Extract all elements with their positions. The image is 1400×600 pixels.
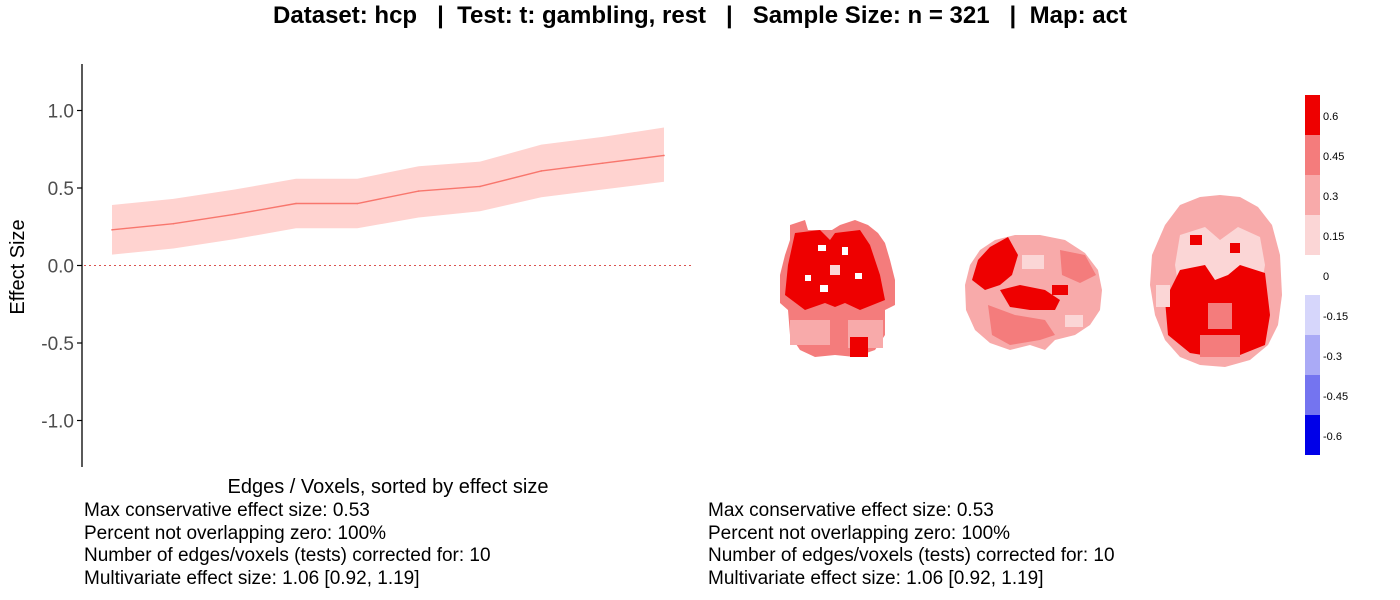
stats-left-multivariate: Multivariate effect size: 1.06 [0.92, 1.… (84, 567, 420, 589)
y-tick-label: 0.0 (48, 257, 74, 278)
stats-right-max-effect: Max conservative effect size: 0.53 (708, 500, 994, 521)
colorbar-cell (1305, 295, 1320, 335)
colorbar-tick-label: -0.45 (1323, 391, 1348, 403)
y-tick-label: 1.0 (48, 102, 74, 123)
brain-sagittal-view (965, 235, 1102, 350)
colorbar-tick-label: -0.15 (1323, 311, 1348, 323)
data-point (295, 202, 297, 205)
colorbar-tick-label: 0 (1323, 271, 1329, 283)
colorbar-cell (1305, 215, 1320, 255)
colorbar-cell (1305, 175, 1320, 215)
stats-left-tests-corrected: Number of edges/voxels (tests) corrected… (84, 545, 491, 566)
brain-coronal-view (780, 220, 895, 357)
data-point (663, 154, 665, 157)
data-point (356, 202, 359, 205)
y-axis-label: Effect Size (7, 219, 29, 314)
colorbar-tick-label: 0.15 (1323, 231, 1344, 243)
colorbar-tick-label: -0.6 (1323, 431, 1342, 443)
colorbar-tick-label: -0.3 (1323, 351, 1342, 363)
colorbar-tick-label: 0.6 (1323, 111, 1338, 123)
colorbar-cell (1305, 95, 1320, 135)
data-point (601, 162, 604, 164)
colorbar-cell (1305, 415, 1320, 455)
stats-right-multivariate: Multivariate effect size: 1.06 [0.92, 1.… (708, 567, 1044, 589)
y-tick-label: 0.5 (48, 179, 74, 200)
colorbar-tick-label: 0.45 (1323, 151, 1344, 163)
stats-right-tests-corrected: Number of edges/voxels (tests) corrected… (708, 545, 1115, 566)
stats-left-max-effect: Max conservative effect size: 0.53 (84, 500, 370, 521)
data-point (172, 222, 175, 225)
colorbar-cell (1305, 255, 1320, 295)
colorbar-tick-label: 0.3 (1323, 191, 1338, 203)
data-point (540, 170, 543, 172)
y-tick-label: -1.0 (41, 412, 74, 433)
brain-axial-view (1150, 195, 1282, 367)
colorbar-cell (1305, 135, 1320, 175)
colorbar: 0.6 0.45 0.3 0.15 0 -0.15 -0.3 -0.45 -0.6 (1305, 95, 1348, 455)
effect-size-plot: -1.0 -0.5 0.0 0.5 1.0 Effect Size Edges / Vo… (7, 64, 692, 498)
data-point (111, 229, 113, 231)
data-point (417, 190, 420, 192)
brain-views (780, 195, 1282, 367)
x-axis-label: Edges / Voxels, sorted by effect size (228, 476, 549, 498)
y-tick-label: -0.5 (41, 334, 74, 355)
stats-left: Max conservative effect size: 0.53 Perce… (84, 500, 491, 590)
chart-title: Dataset: hcp | Test: t: gambling, rest |… (273, 2, 1127, 29)
data-point (233, 213, 236, 216)
colorbar-cell (1305, 335, 1320, 375)
colorbar-cell (1305, 375, 1320, 415)
data-point (479, 185, 481, 188)
stats-right-percent-nonzero: Percent not overlapping zero: 100% (708, 522, 1011, 544)
stats-left-percent-nonzero: Percent not overlapping zero: 100% (84, 522, 387, 544)
stats-right: Max conservative effect size: 0.53 Perce… (708, 500, 1115, 590)
effect-size-line (111, 154, 665, 231)
confidence-band (112, 127, 664, 255)
